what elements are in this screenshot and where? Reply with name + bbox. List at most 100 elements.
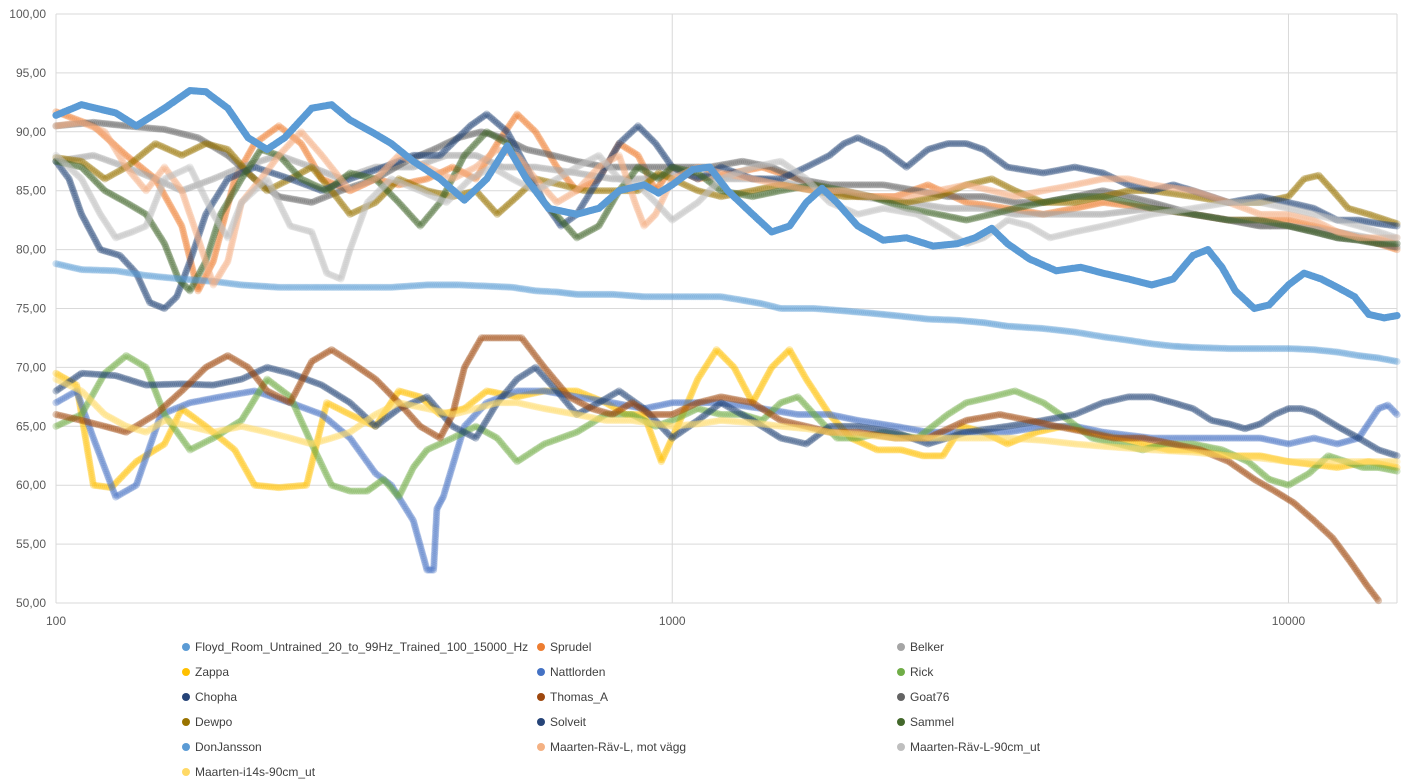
- data-point: [213, 243, 221, 251]
- data-point: [672, 165, 680, 173]
- data-point: [150, 174, 158, 182]
- data-point: [617, 141, 625, 149]
- data-point: [223, 204, 231, 213]
- data-point: [132, 159, 140, 167]
- data-point: [598, 169, 606, 177]
- data-point: [629, 148, 637, 156]
- data-point: [564, 177, 572, 185]
- data-point: [342, 185, 350, 193]
- data-point: [308, 158, 316, 166]
- data-point: [155, 181, 163, 189]
- data-point: [263, 131, 271, 139]
- data-point: [298, 141, 306, 149]
- data-point: [511, 114, 519, 122]
- data-point: [473, 173, 481, 181]
- data-point: [503, 126, 511, 134]
- data-point: [199, 278, 207, 286]
- data-point: [261, 132, 269, 140]
- data-point: [522, 119, 530, 127]
- data-point: [419, 176, 427, 184]
- data-point: [178, 224, 186, 232]
- data-point: [674, 166, 682, 174]
- data-point: [322, 177, 330, 185]
- data-point: [484, 154, 492, 163]
- data-point: [356, 182, 364, 190]
- data-point: [302, 147, 310, 155]
- data-point: [224, 200, 232, 208]
- data-point: [237, 164, 245, 172]
- data-point: [174, 214, 182, 223]
- data-point: [637, 157, 645, 165]
- data-point: [332, 181, 340, 189]
- data-point: [206, 263, 214, 271]
- data-point: [113, 143, 121, 151]
- data-point: [639, 161, 647, 169]
- data-point: [384, 178, 392, 186]
- data-point: [632, 150, 640, 158]
- data-point: [221, 213, 229, 221]
- data-point: [374, 175, 382, 184]
- data-point: [1393, 467, 1401, 475]
- data-point: [619, 142, 627, 150]
- data-point: [216, 230, 225, 238]
- data-point: [413, 177, 421, 185]
- data-point: [636, 155, 644, 163]
- data-point: [466, 172, 474, 180]
- data-point: [227, 190, 235, 198]
- data-point: [225, 196, 233, 204]
- data-point: [602, 162, 610, 170]
- data-point: [220, 217, 228, 225]
- data-point: [614, 141, 622, 149]
- data-point: [411, 177, 419, 185]
- data-point: [244, 151, 252, 159]
- data-point: [165, 199, 173, 207]
- data-point: [312, 166, 320, 174]
- data-point: [76, 117, 84, 125]
- data-point: [660, 175, 668, 183]
- data-point: [227, 188, 235, 196]
- data-point: [205, 265, 214, 273]
- data-point: [470, 174, 478, 182]
- data-point: [521, 117, 529, 126]
- data-point: [151, 175, 159, 183]
- data-point: [667, 165, 675, 173]
- data-point: [570, 183, 578, 191]
- data-point: [348, 186, 356, 194]
- data-point: [230, 179, 238, 187]
- data-point: [228, 185, 236, 194]
- data-point: [167, 203, 175, 211]
- data-point: [505, 122, 513, 130]
- data-point: [362, 179, 370, 188]
- data-point: [203, 270, 211, 278]
- data-point: [417, 176, 425, 184]
- data-point: [303, 149, 311, 157]
- data-point: [586, 180, 594, 188]
- data-point: [501, 127, 509, 136]
- data-point: [662, 172, 670, 180]
- data-point: [561, 173, 570, 181]
- data-point: [236, 166, 244, 174]
- data-point: [179, 226, 187, 234]
- data-point: [441, 167, 449, 175]
- data-point: [601, 164, 609, 172]
- data-point: [354, 183, 362, 191]
- data-point: [472, 175, 480, 183]
- data-point: [242, 154, 250, 163]
- data-point: [536, 135, 544, 143]
- data-point: [391, 180, 399, 188]
- data-point: [138, 164, 147, 172]
- data-point: [157, 184, 165, 192]
- data-point: [183, 243, 191, 251]
- data-point: [421, 175, 429, 183]
- data-point: [202, 272, 210, 280]
- data-point: [195, 285, 203, 293]
- data-point: [538, 139, 546, 147]
- data-point: [300, 145, 309, 153]
- data-point: [228, 183, 237, 191]
- data-point: [395, 181, 403, 189]
- data-point: [295, 138, 304, 146]
- data-point: [1393, 410, 1401, 419]
- data-point: [188, 264, 196, 272]
- data-point: [91, 123, 99, 131]
- data-point: [257, 134, 266, 143]
